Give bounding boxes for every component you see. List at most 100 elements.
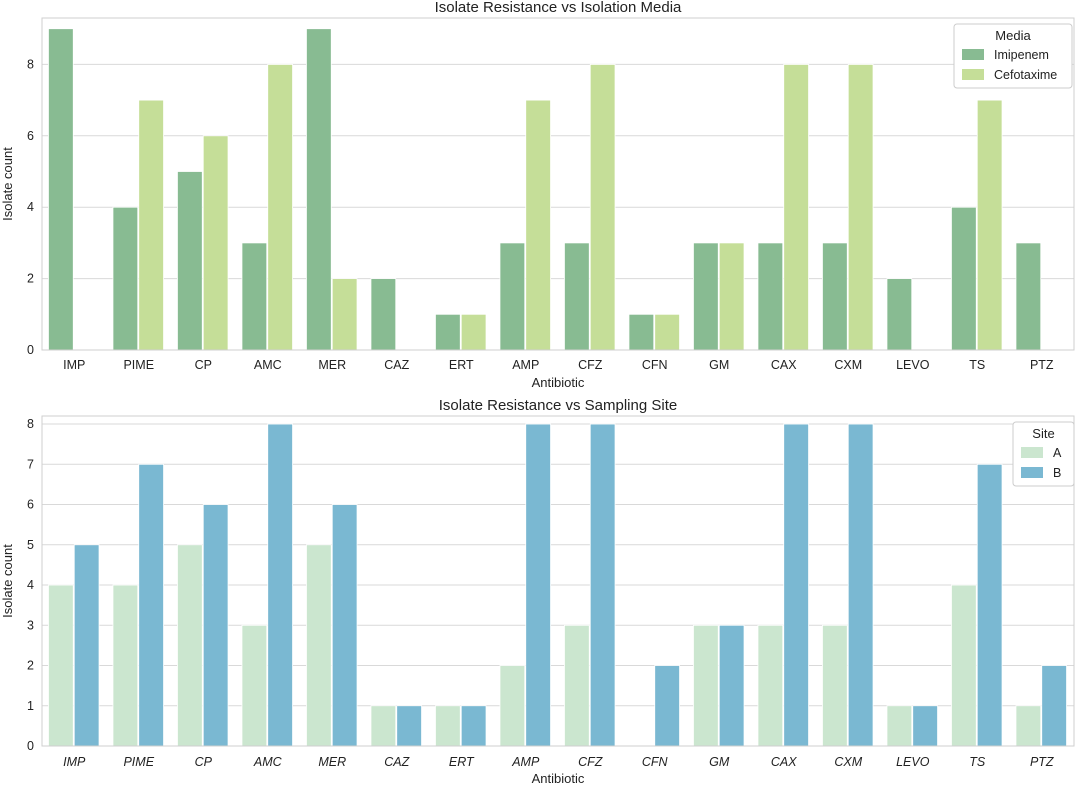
bar-a-ts: [951, 584, 977, 747]
x-tick-label: CAX: [771, 755, 797, 769]
bar-b-cfz: [589, 423, 616, 747]
y-tick-label: 0: [27, 343, 34, 357]
x-tick-label: CAZ: [384, 755, 409, 769]
legend-swatch: [962, 69, 984, 80]
y-tick-label: 8: [27, 417, 34, 431]
bar-a-cxm: [822, 624, 848, 747]
bar-a-amc: [241, 624, 268, 747]
legend-label: B: [1053, 466, 1061, 480]
x-tick-label: ERT: [449, 358, 474, 372]
bar-b-gm: [718, 624, 745, 747]
bar-imipenem-imp: [48, 28, 74, 351]
bar-imipenem-amp: [499, 242, 526, 351]
legend: Site AB: [1012, 421, 1075, 487]
bar-cefotaxime-mer: [331, 278, 358, 351]
bar-a-ptz: [1015, 705, 1042, 747]
chart-title: Isolate Resistance vs Isolation Media: [435, 0, 682, 16]
bar-imipenem-cax: [757, 242, 784, 351]
bar-imipenem-cfz: [564, 242, 590, 351]
bar-b-cfn: [654, 665, 680, 747]
x-tick-label: CFZ: [578, 358, 603, 372]
legend-swatch: [962, 49, 984, 60]
bar-cefotaxime-amc: [267, 64, 293, 351]
x-tick-label: AMC: [253, 755, 283, 769]
legend-swatch: [1021, 467, 1043, 478]
x-tick-label: CXM: [834, 358, 862, 372]
bar-imipenem-ts: [951, 206, 977, 351]
bar-a-cfz: [564, 624, 590, 747]
bar-a-imp: [48, 584, 74, 747]
x-axis-label: Antibiotic: [532, 771, 585, 786]
bar-b-cxm: [847, 423, 874, 747]
bar-imipenem-caz: [370, 278, 397, 351]
x-tick-label: CFN: [642, 755, 669, 769]
bar-imipenem-gm: [693, 242, 719, 351]
y-tick-label: 2: [27, 272, 34, 286]
bar-a-caz: [370, 705, 397, 747]
bar-a-ert: [435, 705, 461, 747]
bar-imipenem-cxm: [822, 242, 848, 351]
x-tick-label: CAZ: [384, 358, 409, 372]
y-tick-label: 6: [27, 129, 34, 143]
bar-imipenem-cfn: [628, 313, 655, 351]
y-axis-label: Isolate count: [0, 147, 15, 221]
bar-imipenem-levo: [886, 278, 913, 351]
x-tick-label: PTZ: [1030, 358, 1054, 372]
bar-a-gm: [693, 624, 719, 747]
legend-label: A: [1053, 446, 1062, 460]
bar-imipenem-amc: [241, 242, 268, 351]
x-tick-label: CFZ: [578, 755, 603, 769]
x-tick-label: AMP: [512, 358, 539, 372]
bar-a-pime: [112, 584, 139, 747]
bar-cefotaxime-cp: [202, 135, 229, 351]
x-tick-label: AMP: [511, 755, 540, 769]
x-tick-label: CXM: [834, 755, 862, 769]
plot-frame: [41, 415, 1075, 747]
x-tick-label: PIME: [123, 358, 154, 372]
bar-b-amp: [525, 423, 551, 747]
x-tick-label: ERT: [449, 755, 475, 769]
x-tick-label: IMP: [63, 755, 86, 769]
chart-title: Isolate Resistance vs Sampling Site: [439, 397, 677, 414]
bar-imipenem-ptz: [1015, 242, 1042, 351]
legend-label: Imipenem: [994, 48, 1049, 62]
bar-cefotaxime-cfn: [654, 313, 680, 351]
x-tick-label: TS: [969, 358, 985, 372]
bar-a-cax: [757, 624, 784, 747]
bar-b-imp: [73, 544, 100, 747]
bar-cefotaxime-ert: [460, 313, 487, 351]
x-tick-label: MER: [318, 755, 346, 769]
x-tick-label: TS: [969, 755, 986, 769]
plot-frame: [41, 17, 1075, 351]
bar-imipenem-mer: [306, 28, 332, 351]
bar-b-caz: [396, 705, 422, 747]
bar-b-ptz: [1041, 665, 1067, 747]
bar-cefotaxime-cax: [783, 64, 809, 351]
bar-b-cp: [202, 504, 229, 747]
y-tick-label: 3: [27, 618, 34, 632]
x-tick-label: MER: [318, 358, 346, 372]
bar-b-cax: [783, 423, 809, 747]
y-tick-label: 2: [27, 659, 34, 673]
chart-2: 0 1 2 3 4 5 6 7 8 IMP PIME CP AMC MER CAZ ERT AMP CFZ CFN G…: [0, 397, 1075, 786]
bar-b-mer: [331, 504, 358, 747]
bar-b-ert: [460, 705, 487, 747]
legend: Media Imipenem Cefotaxime: [953, 23, 1073, 89]
x-tick-label: PIME: [123, 755, 154, 769]
x-tick-label: PTZ: [1030, 755, 1054, 769]
x-tick-label: CFN: [642, 358, 668, 372]
bar-cefotaxime-amp: [525, 99, 551, 351]
y-tick-label: 7: [27, 457, 34, 471]
x-tick-label: GM: [709, 358, 729, 372]
y-tick-label: 4: [27, 578, 34, 592]
bar-imipenem-pime: [112, 206, 139, 351]
y-tick-label: 1: [27, 699, 34, 713]
y-tick-label: 5: [27, 538, 34, 552]
bar-a-mer: [306, 544, 332, 747]
bar-a-cp: [177, 544, 203, 747]
x-tick-label: IMP: [63, 358, 85, 372]
legend-title: Media: [995, 28, 1031, 43]
bar-a-amp: [499, 665, 526, 747]
y-tick-label: 0: [27, 739, 34, 753]
